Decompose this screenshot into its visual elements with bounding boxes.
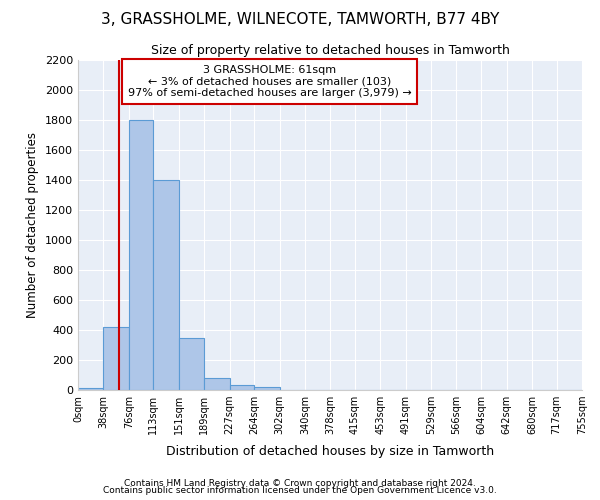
Text: 3 GRASSHOLME: 61sqm
← 3% of detached houses are smaller (103)
97% of semi-detach: 3 GRASSHOLME: 61sqm ← 3% of detached hou…	[128, 65, 412, 98]
Bar	[230, 385, 254, 390]
Y-axis label: Number of detached properties: Number of detached properties	[26, 132, 40, 318]
Text: Contains HM Land Registry data © Crown copyright and database right 2024.: Contains HM Land Registry data © Crown c…	[124, 478, 476, 488]
Bar	[129, 120, 154, 390]
Text: 3, GRASSHOLME, WILNECOTE, TAMWORTH, B77 4BY: 3, GRASSHOLME, WILNECOTE, TAMWORTH, B77 …	[101, 12, 499, 28]
Bar	[154, 180, 179, 390]
Bar	[78, 388, 103, 390]
Text: Contains public sector information licensed under the Open Government Licence v3: Contains public sector information licen…	[103, 486, 497, 495]
X-axis label: Distribution of detached houses by size in Tamworth: Distribution of detached houses by size …	[166, 446, 494, 458]
Bar	[204, 378, 230, 390]
Bar	[254, 387, 280, 390]
Bar	[103, 327, 129, 390]
Title: Size of property relative to detached houses in Tamworth: Size of property relative to detached ho…	[151, 44, 509, 58]
Bar	[179, 338, 204, 390]
